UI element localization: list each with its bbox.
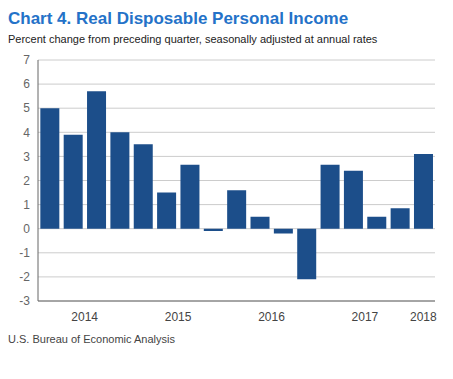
svg-text:2017: 2017 (352, 310, 379, 324)
html-text:Percent change from preceding: Percent change from preceding quarter, s… (8, 33, 378, 45)
svg-text:3: 3 (23, 150, 30, 164)
svg-text:2016: 2016 (258, 310, 285, 324)
svg-text:7: 7 (23, 53, 30, 67)
svg-text:2015: 2015 (165, 310, 192, 324)
svg-text:6: 6 (23, 77, 30, 91)
svg-text:2018: 2018 (410, 310, 437, 324)
svg-text:2014: 2014 (71, 310, 98, 324)
svg-text:0: 0 (23, 222, 30, 236)
html-text:Chart 4. Real Disposable Perso: Chart 4. Real Disposable Personal Income (8, 9, 349, 28)
svg-text:2: 2 (23, 174, 30, 188)
svg-text:-1: -1 (19, 246, 30, 260)
svg-text:1: 1 (23, 198, 30, 212)
svg-text:5: 5 (23, 101, 30, 115)
svg-text:4: 4 (23, 126, 30, 140)
svg-text:-3: -3 (19, 294, 30, 308)
svg-text:-2: -2 (19, 270, 30, 284)
html-text:U.S. Bureau of Economic Analys: U.S. Bureau of Economic Analysis (8, 333, 175, 345)
